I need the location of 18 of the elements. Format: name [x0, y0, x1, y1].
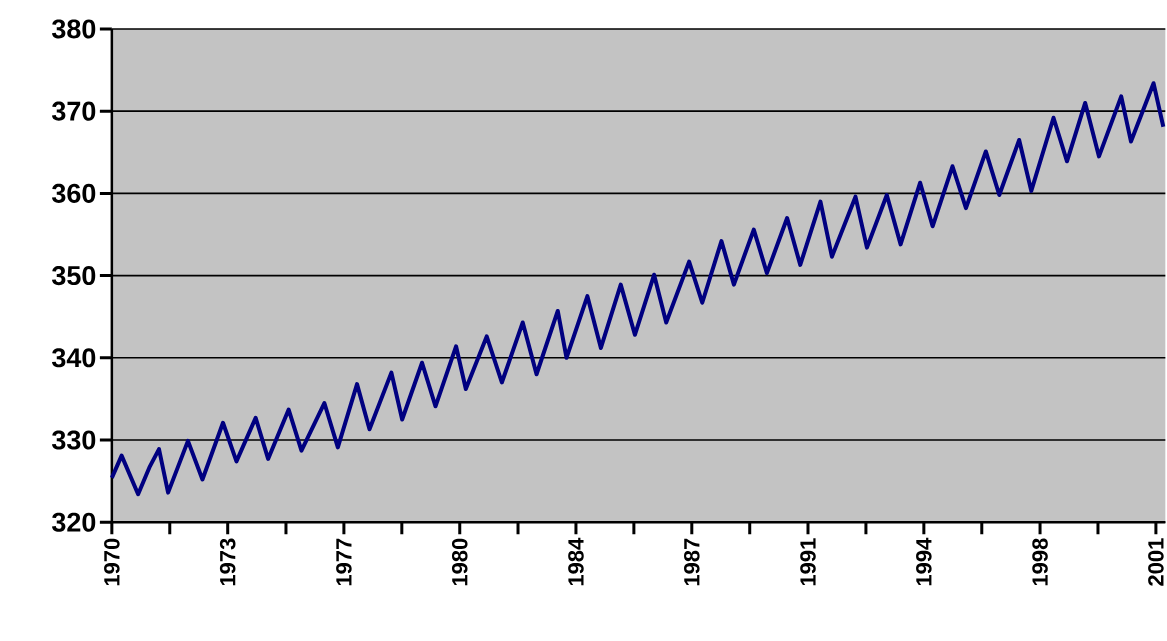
y-tick-label: 340: [52, 348, 96, 368]
x-tick-label: 1994: [916, 537, 932, 586]
y-tick-label: 360: [52, 183, 96, 203]
y-tick-label: 320: [52, 512, 96, 532]
x-tick-label: 1980: [451, 538, 468, 586]
x-tick-label: 1977: [336, 538, 352, 586]
x-tick-label: 1970: [104, 538, 120, 586]
y-tick-label: 330: [52, 430, 96, 450]
x-tick-label: 1973: [219, 538, 236, 586]
y-tick-label: 350: [52, 266, 96, 286]
y-tick-label: 380: [52, 19, 96, 39]
x-tick-label: 1987: [684, 538, 700, 586]
x-tick-label: 1991: [800, 538, 816, 586]
x-tick-label: 2001: [1148, 538, 1164, 586]
x-tick-label: 1998: [1032, 538, 1048, 586]
line-series: [109, 81, 1166, 497]
x-tick-label: 1984: [568, 537, 584, 586]
y-tick-label: 370: [52, 101, 96, 121]
